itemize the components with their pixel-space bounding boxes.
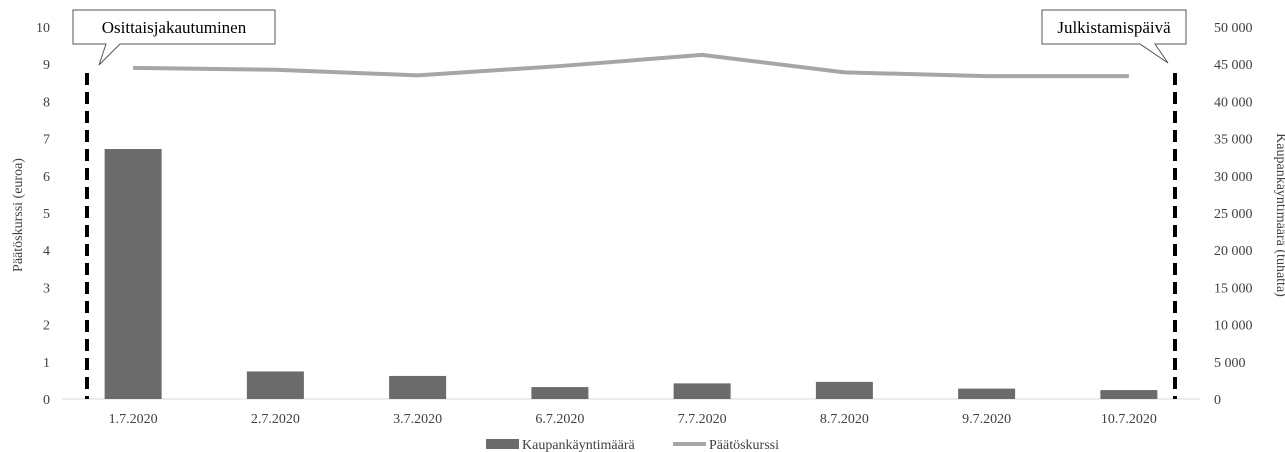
callout-osittaisjakautuminen: Osittaisjakautuminen xyxy=(72,9,276,66)
right-tick-label: 10 000 xyxy=(1214,319,1253,334)
callout-julkistamispaiva: Julkistamispäivä xyxy=(1041,9,1187,64)
bar-kaupankayntimaara xyxy=(958,388,1016,399)
bar-kaupankayntimaara xyxy=(673,383,731,399)
bar-kaupankayntimaara xyxy=(815,381,873,399)
left-tick-label: 5 xyxy=(43,207,50,222)
right-axis-title: Kaupankäyntimäärä (tuhatta) xyxy=(1273,133,1285,297)
left-tick-label: 10 xyxy=(36,21,50,36)
legend-label-paatoskurssi: Päätöskurssi xyxy=(709,438,779,452)
x-tick-label: 2.7.2020 xyxy=(251,412,300,427)
legend: Kaupankäyntimäärä Päätöskurssi xyxy=(486,438,779,452)
right-tick-label: 0 xyxy=(1214,393,1221,408)
left-tick-label: 7 xyxy=(43,133,50,148)
right-tick-label: 5 000 xyxy=(1214,356,1246,371)
right-axis-ticks: 0 5 000 10 000 15 000 20 000 25 000 30 000 35 0… xyxy=(1214,21,1253,408)
x-tick-label: 3.7.2020 xyxy=(393,412,442,427)
bar-kaupankayntimaara xyxy=(1100,390,1158,399)
left-tick-label: 3 xyxy=(43,281,50,296)
right-tick-label: 45 000 xyxy=(1214,58,1253,73)
right-tick-label: 30 000 xyxy=(1214,170,1253,185)
legend-swatch-kaupankayntimaara xyxy=(486,439,519,449)
left-tick-label: 4 xyxy=(43,244,50,259)
left-tick-label: 2 xyxy=(43,319,50,334)
right-tick-label: 50 000 xyxy=(1214,21,1253,36)
x-tick-label: 8.7.2020 xyxy=(820,412,869,427)
right-tick-label: 20 000 xyxy=(1214,244,1253,259)
left-tick-label: 1 xyxy=(43,356,50,371)
x-tick-label: 7.7.2020 xyxy=(678,412,727,427)
bar-kaupankayntimaara xyxy=(104,149,162,399)
series-line-paatoskurssi xyxy=(133,52,1129,79)
left-tick-label: 9 xyxy=(43,58,50,73)
bar-kaupankayntimaara xyxy=(531,387,589,399)
x-axis-ticks: 1.7.2020 2.7.2020 3.7.2020 6.7.2020 7.7.2020… xyxy=(109,412,1157,427)
x-tick-label: 10.7.2020 xyxy=(1101,412,1157,427)
right-tick-label: 25 000 xyxy=(1214,207,1253,222)
left-tick-label: 0 xyxy=(43,393,50,408)
right-tick-label: 15 000 xyxy=(1214,281,1253,296)
left-axis-ticks: 0 1 2 3 4 5 6 7 8 9 10 xyxy=(36,21,50,408)
x-tick-label: 6.7.2020 xyxy=(535,412,584,427)
x-tick-label: 9.7.2020 xyxy=(962,412,1011,427)
left-axis-title: Päätöskurssi (euroa) xyxy=(11,158,26,272)
callout-left-text: Osittaisjakautuminen xyxy=(102,18,247,37)
bar-kaupankayntimaara xyxy=(389,375,447,399)
right-tick-label: 40 000 xyxy=(1214,95,1253,110)
bar-kaupankayntimaara xyxy=(246,371,304,399)
x-tick-label: 1.7.2020 xyxy=(109,412,158,427)
callout-right-text: Julkistamispäivä xyxy=(1057,18,1171,37)
right-tick-label: 35 000 xyxy=(1214,133,1253,148)
legend-label-kaupankayntimaara: Kaupankäyntimäärä xyxy=(522,438,636,452)
left-tick-label: 6 xyxy=(43,170,50,185)
bars-layer xyxy=(104,149,1158,399)
left-tick-label: 8 xyxy=(43,95,50,110)
